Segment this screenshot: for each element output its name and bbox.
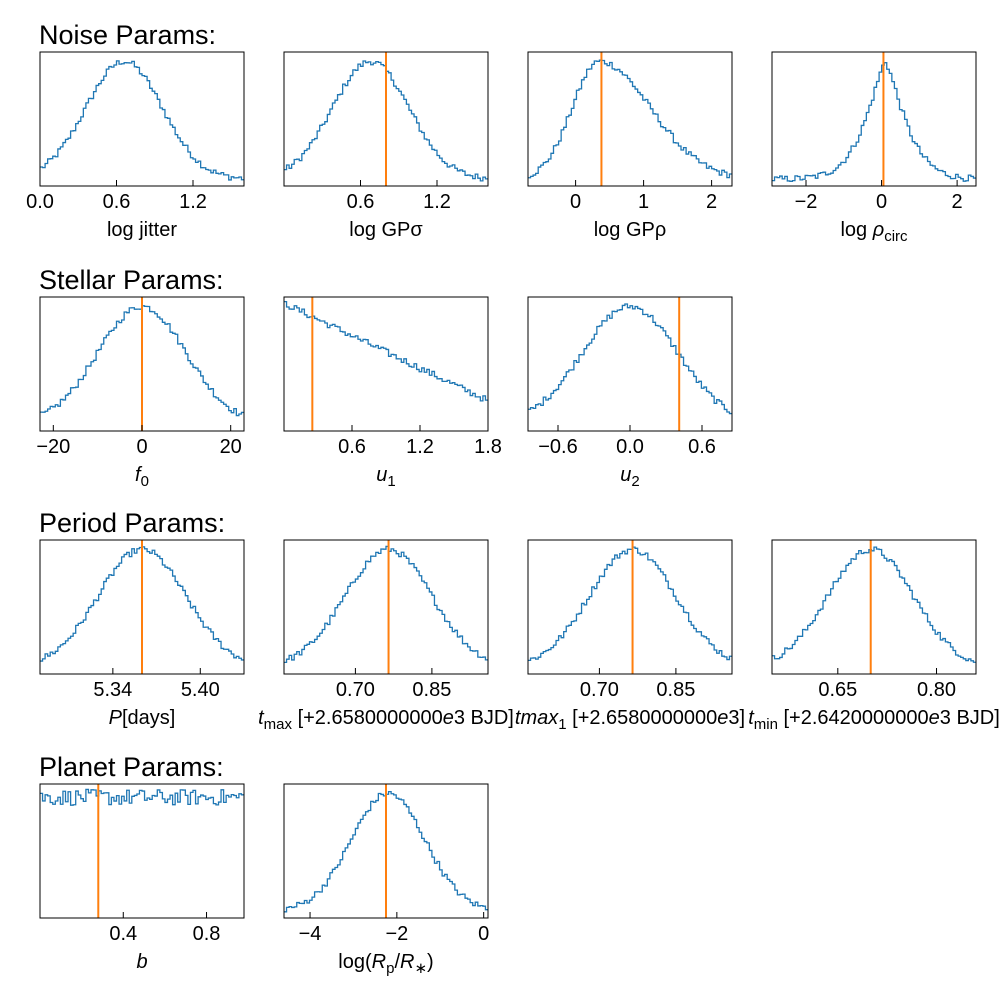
- x-tick-label: 2: [952, 191, 963, 213]
- histogram-step-line: [40, 788, 244, 806]
- x-tick-label: 20: [220, 436, 242, 458]
- panel-frame: [527, 539, 733, 675]
- histogram-panel: 0 1 2 log GPρ: [527, 51, 733, 241]
- section-title: Period Params:: [39, 508, 225, 538]
- x-axis-label: log GPρ: [594, 219, 667, 241]
- x-tick-label: 0: [570, 191, 581, 213]
- x-axis-label: log GPσ: [349, 219, 423, 241]
- histogram-step-line: [528, 303, 732, 415]
- x-tick-label: 0.85: [412, 679, 451, 701]
- panel-frame: [283, 296, 489, 432]
- histogram-panel: 0.65 0.80 tmin [+2.6420000000e3 BJD]: [748, 539, 1000, 733]
- histogram-panel: −2 0 2 log ρcirc: [771, 51, 977, 245]
- x-tick-label: 0.65: [818, 679, 857, 701]
- histogram-panel: −4 −2 0 log(Rp/R∗): [283, 783, 489, 977]
- panel-frame: [771, 539, 977, 675]
- x-axis-label: log(Rp/R∗): [338, 951, 433, 977]
- x-tick-label: 0: [876, 191, 887, 213]
- x-tick-label: 1.8: [474, 436, 502, 458]
- histogram-step-line: [40, 60, 244, 181]
- histogram-panel: 0.6 1.2 1.8 u1: [283, 296, 502, 490]
- x-tick-label: 0.70: [336, 679, 375, 701]
- x-tick-label: −4: [299, 923, 322, 945]
- panel-frame: [39, 783, 245, 919]
- x-axis-label: log jitter: [107, 219, 177, 241]
- x-axis-label: P[days]: [109, 707, 176, 729]
- x-tick-label: −20: [36, 436, 70, 458]
- x-axis-label: u1: [376, 464, 395, 490]
- x-tick-label: 1.2: [423, 191, 451, 213]
- x-tick-label: 1.2: [406, 436, 434, 458]
- histogram-panel: 0.70 0.85 tmax [+2.6580000000e3 BJD]: [258, 539, 514, 733]
- panel-frame: [283, 783, 489, 919]
- histogram-step-line: [528, 59, 732, 179]
- x-tick-label: 0.0: [616, 436, 644, 458]
- x-tick-label: 1.2: [179, 191, 207, 213]
- x-tick-label: 0.80: [917, 679, 956, 701]
- x-axis-label: b: [136, 951, 147, 973]
- x-tick-label: 1: [638, 191, 649, 213]
- x-axis-label: tmin [+2.6420000000e3 BJD]: [748, 707, 1000, 733]
- histogram-panel: 0.70 0.85 tmax1 [+2.6580000000e3]: [515, 539, 745, 733]
- x-axis-label: f0: [135, 464, 149, 490]
- histogram-step-line: [528, 546, 732, 662]
- x-axis-label: log ρcirc: [840, 219, 908, 245]
- histogram-step-line: [772, 62, 976, 183]
- section-title: Stellar Params:: [39, 265, 224, 295]
- panel-frame: [39, 539, 245, 675]
- x-axis-label: tmax [+2.6580000000e3 BJD]: [258, 707, 514, 733]
- x-tick-label: 0.6: [338, 436, 366, 458]
- x-axis-label: u2: [620, 464, 639, 490]
- x-tick-label: 0.6: [347, 191, 375, 213]
- section-title: Planet Params:: [39, 752, 224, 782]
- x-tick-label: 0.6: [688, 436, 716, 458]
- x-tick-label: 0: [478, 923, 489, 945]
- x-tick-label: −2: [795, 191, 818, 213]
- x-tick-label: 0.6: [103, 191, 131, 213]
- panel-frame: [283, 51, 489, 187]
- x-tick-label: −2: [385, 923, 408, 945]
- x-tick-label: 0.8: [193, 923, 221, 945]
- histogram-panel: −0.6 0.0 0.6 u2: [527, 296, 733, 490]
- x-tick-label: 5.40: [181, 679, 220, 701]
- panel-frame: [527, 296, 733, 432]
- histogram-step-line: [284, 301, 488, 402]
- histogram-panel: 0.4 0.8 b: [39, 783, 245, 973]
- x-tick-label: 0.85: [656, 679, 695, 701]
- panel-frame: [527, 51, 733, 187]
- x-tick-label: 2: [706, 191, 717, 213]
- x-tick-label: 5.34: [93, 679, 132, 701]
- x-tick-label: 0.0: [26, 191, 54, 213]
- histogram-panel: 5.34 5.40P[days]: [39, 539, 245, 729]
- histogram-step-line: [772, 546, 976, 663]
- histogram-panel: −20 0 20 f0: [36, 296, 245, 490]
- histogram-step-line: [284, 545, 488, 663]
- x-axis-label: tmax1 [+2.6580000000e3]: [515, 707, 745, 733]
- panel-frame: [771, 51, 977, 187]
- x-tick-label: 0: [136, 436, 147, 458]
- x-tick-label: 0.70: [580, 679, 619, 701]
- x-tick-label: −0.6: [538, 436, 577, 458]
- section-title: Noise Params:: [39, 20, 216, 50]
- panel-frame: [39, 51, 245, 187]
- panel-frame: [283, 539, 489, 675]
- x-tick-label: 0.4: [109, 923, 137, 945]
